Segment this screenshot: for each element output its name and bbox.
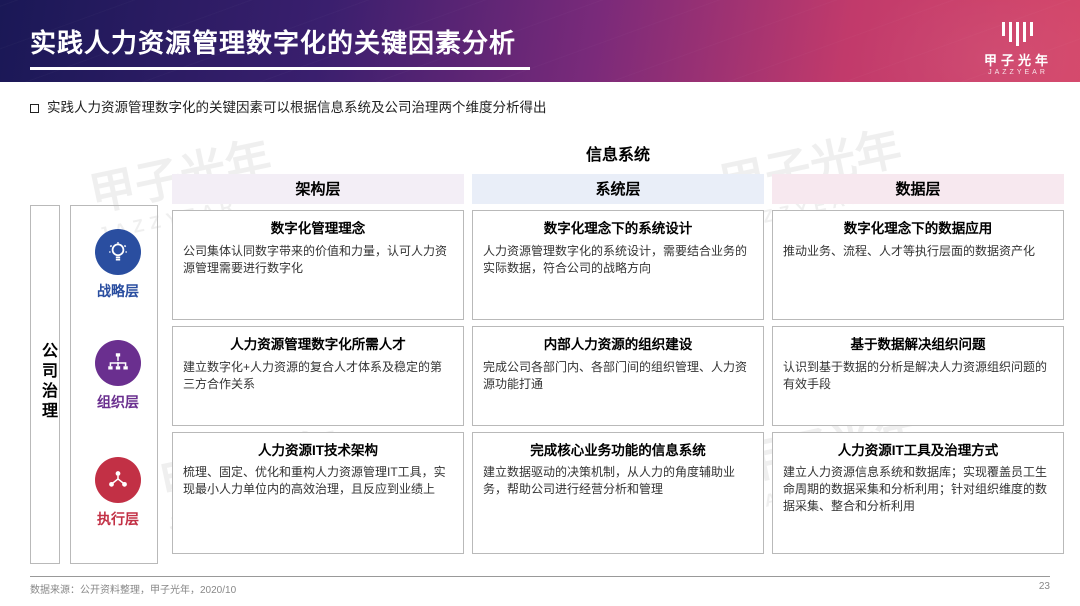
people-icon xyxy=(95,457,141,503)
cell-title: 人力资源管理数字化所需人才 xyxy=(183,335,453,355)
row-label: 组织层 xyxy=(97,392,139,412)
cell-title: 内部人力资源的组织建设 xyxy=(483,335,753,355)
matrix-cell: 数字化管理理念 公司集体认同数字带来的价值和力量，认可人力资源管理需要进行数字化 xyxy=(172,210,464,320)
cell-body: 梳理、固定、优化和重构人力资源管理IT工具，实现最小人力单位内的高效治理，且反应… xyxy=(183,464,453,499)
cell-title: 数字化理念下的系统设计 xyxy=(483,219,753,239)
slide-title: 实践人力资源管理数字化的关键因素分析 xyxy=(30,23,516,60)
cell-title: 数字化管理理念 xyxy=(183,219,453,239)
matrix-cell: 内部人力资源的组织建设 完成公司各部门内、各部门间的组织管理、人力资源功能打通 xyxy=(472,326,764,426)
row-label: 执行层 xyxy=(97,509,139,529)
cell-body: 完成公司各部门内、各部门间的组织管理、人力资源功能打通 xyxy=(483,359,753,394)
cell-title: 人力资源IT工具及治理方式 xyxy=(783,441,1053,461)
col-header-system: 系统层 xyxy=(472,174,764,204)
cell-body: 建立数字化+人力资源的复合人才体系及稳定的第三方合作关系 xyxy=(183,359,453,394)
matrix-cell: 完成核心业务功能的信息系统 建立数据驱动的决策机制，从人力的角度辅助业务，帮助公… xyxy=(472,432,764,554)
matrix-cell: 数字化理念下的系统设计 人力资源管理数字化的系统设计，需要结合业务的实际数据，符… xyxy=(472,210,764,320)
cell-body: 公司集体认同数字带来的价值和力量，认可人力资源管理需要进行数字化 xyxy=(183,243,453,278)
matrix-cell: 数字化理念下的数据应用 推动业务、流程、人才等执行层面的数据资产化 xyxy=(772,210,1064,320)
axis-left-label: 公司治理 xyxy=(30,210,64,554)
page-number: 23 xyxy=(1039,581,1050,596)
cell-body: 人力资源管理数字化的系统设计，需要结合业务的实际数据，符合公司的战略方向 xyxy=(483,243,753,278)
row-header-strategy: 战略层 xyxy=(72,210,164,320)
subtitle-row: 实践人力资源管理数字化的关键因素可以根据信息系统及公司治理两个维度分析得出 xyxy=(0,82,1080,122)
axis-top-label: 信息系统 xyxy=(172,138,1064,168)
bulb-icon xyxy=(95,229,141,275)
logo-text: 甲子光年 xyxy=(984,50,1052,69)
cell-title: 基于数据解决组织问题 xyxy=(783,335,1053,355)
cell-body: 建立人力资源信息系统和数据库；实现覆盖员工生命周期的数据采集和分析利用；针对组织… xyxy=(783,464,1053,516)
subtitle-text: 实践人力资源管理数字化的关键因素可以根据信息系统及公司治理两个维度分析得出 xyxy=(47,100,547,115)
matrix-cell: 人力资源IT工具及治理方式 建立人力资源信息系统和数据库；实现覆盖员工生命周期的… xyxy=(772,432,1064,554)
logo-bars-icon xyxy=(984,22,1052,46)
matrix-cell: 人力资源管理数字化所需人才 建立数字化+人力资源的复合人才体系及稳定的第三方合作… xyxy=(172,326,464,426)
cell-title: 人力资源IT技术架构 xyxy=(183,441,453,461)
row-header-exec: 执行层 xyxy=(72,432,164,554)
row-label: 战略层 xyxy=(97,281,139,301)
cell-title: 数字化理念下的数据应用 xyxy=(783,219,1053,239)
matrix-cell: 基于数据解决组织问题 认识到基于数据的分析是解决人力资源组织问题的有效手段 xyxy=(772,326,1064,426)
col-header-data: 数据层 xyxy=(772,174,1064,204)
col-header-architecture: 架构层 xyxy=(172,174,464,204)
bullet-icon xyxy=(30,104,39,113)
row-header-org: 组织层 xyxy=(72,326,164,426)
footer-source: 数据来源：公开资料整理，甲子光年，2020/10 xyxy=(30,581,236,596)
logo-subtext: JAZZYEAR xyxy=(984,69,1052,76)
matrix-cell: 人力资源IT技术架构 梳理、固定、优化和重构人力资源管理IT工具，实现最小人力单… xyxy=(172,432,464,554)
cell-title: 完成核心业务功能的信息系统 xyxy=(483,441,753,461)
cell-body: 建立数据驱动的决策机制，从人力的角度辅助业务，帮助公司进行经营分析和管理 xyxy=(483,464,753,499)
slide-footer: 数据来源：公开资料整理，甲子光年，2020/10 23 xyxy=(30,576,1050,596)
title-underline xyxy=(30,67,530,70)
cell-body: 认识到基于数据的分析是解决人力资源组织问题的有效手段 xyxy=(783,359,1053,394)
matrix-grid: 信息系统 架构层 系统层 数据层 公司治理 战略层 组织层 执行层 数字化管理理… xyxy=(30,138,1050,554)
matrix: 信息系统 架构层 系统层 数据层 公司治理 战略层 组织层 执行层 数字化管理理… xyxy=(30,138,1050,566)
logo: 甲子光年 JAZZYEAR xyxy=(984,22,1052,76)
org-icon xyxy=(95,340,141,386)
slide-header: 实践人力资源管理数字化的关键因素分析 甲子光年 JAZZYEAR xyxy=(0,0,1080,82)
cell-body: 推动业务、流程、人才等执行层面的数据资产化 xyxy=(783,243,1053,260)
